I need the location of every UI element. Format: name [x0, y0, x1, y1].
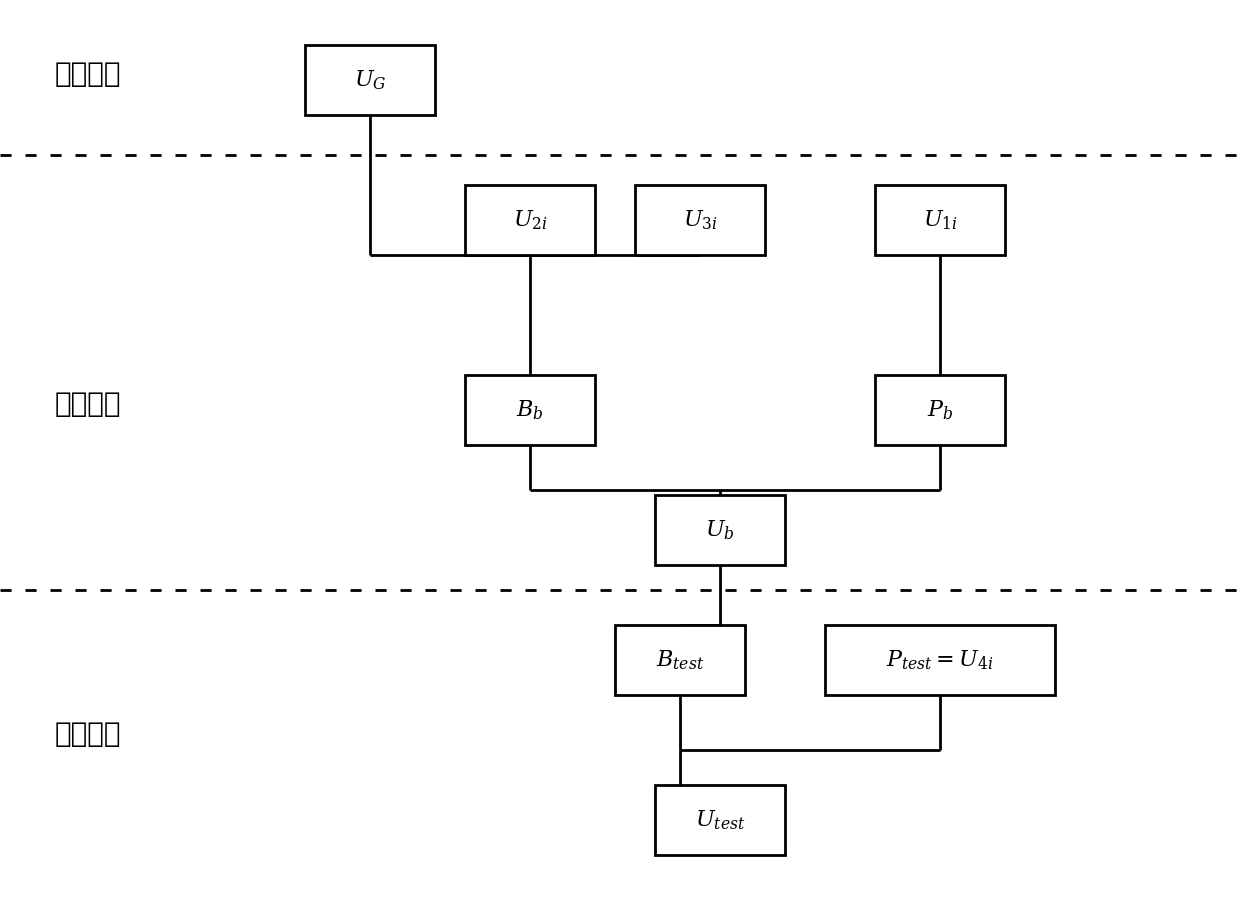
Text: $B_{test}$: $B_{test}$: [656, 649, 704, 672]
Text: 出厂阶段: 出厂阶段: [55, 60, 122, 88]
FancyBboxPatch shape: [655, 785, 785, 855]
Text: $U_{1i}$: $U_{1i}$: [923, 208, 957, 232]
Text: $U_{3i}$: $U_{3i}$: [682, 208, 718, 232]
Text: $B_b$: $B_b$: [516, 398, 544, 422]
Text: $U_{test}$: $U_{test}$: [694, 808, 745, 832]
Text: $U_b$: $U_b$: [706, 519, 735, 542]
FancyBboxPatch shape: [465, 375, 595, 445]
Text: $P_b$: $P_b$: [926, 398, 954, 422]
Text: $P_{test}=U_{4i}$: $P_{test}=U_{4i}$: [887, 649, 993, 672]
FancyBboxPatch shape: [825, 625, 1055, 695]
Text: $U_{2i}$: $U_{2i}$: [512, 208, 547, 232]
FancyBboxPatch shape: [635, 185, 765, 255]
FancyBboxPatch shape: [875, 375, 1004, 445]
FancyBboxPatch shape: [875, 185, 1004, 255]
Text: $U_G$: $U_G$: [353, 69, 386, 92]
FancyBboxPatch shape: [655, 495, 785, 565]
Text: 使用阶段: 使用阶段: [55, 720, 122, 748]
FancyBboxPatch shape: [615, 625, 745, 695]
Text: 校准阶段: 校准阶段: [55, 390, 122, 418]
FancyBboxPatch shape: [465, 185, 595, 255]
FancyBboxPatch shape: [305, 45, 435, 115]
